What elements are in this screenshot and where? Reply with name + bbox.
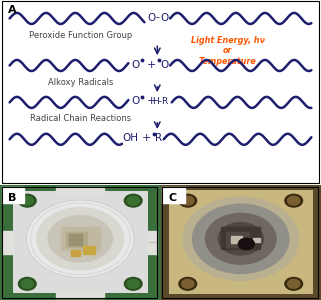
Circle shape (125, 278, 142, 290)
Text: C: C (169, 193, 177, 202)
Text: -: - (156, 13, 160, 22)
Text: H-R: H-R (152, 97, 169, 106)
Circle shape (285, 194, 302, 207)
Bar (2, 1, 319, 183)
Bar (13, 191, 148, 293)
Bar (3, 231, 13, 254)
Circle shape (205, 213, 276, 264)
Circle shape (127, 196, 139, 205)
Text: O: O (131, 60, 140, 70)
Text: Alkoxy Radicals: Alkoxy Radicals (48, 78, 113, 87)
Bar (61, 227, 100, 250)
Circle shape (183, 197, 299, 280)
Circle shape (179, 278, 196, 290)
Circle shape (27, 201, 133, 277)
Text: R: R (155, 134, 162, 143)
Text: +: + (147, 97, 156, 106)
Text: Radical Chain Reactions: Radical Chain Reactions (30, 114, 131, 123)
Bar (226, 232, 249, 247)
Circle shape (125, 194, 142, 207)
Bar (56, 187, 104, 194)
Circle shape (179, 194, 196, 207)
Circle shape (21, 279, 33, 288)
Text: O: O (147, 13, 156, 22)
Bar (148, 231, 157, 254)
Circle shape (238, 238, 255, 250)
Text: O: O (131, 97, 140, 106)
Circle shape (288, 196, 300, 205)
Text: B: B (8, 193, 16, 202)
Bar (71, 250, 80, 256)
Text: +: + (141, 134, 151, 143)
Bar (83, 246, 95, 254)
Circle shape (21, 196, 33, 205)
Text: A: A (8, 4, 17, 15)
Bar (2, 187, 24, 203)
Circle shape (19, 278, 36, 290)
Bar (162, 187, 185, 203)
Bar (56, 291, 104, 298)
Text: O: O (160, 13, 169, 22)
Bar (253, 238, 260, 242)
Bar (66, 232, 87, 247)
Bar (69, 234, 82, 244)
Text: Peroxide Function Group: Peroxide Function Group (29, 31, 132, 40)
Circle shape (48, 216, 112, 262)
Circle shape (218, 223, 263, 255)
Circle shape (37, 208, 124, 270)
Text: +: + (147, 60, 156, 70)
Circle shape (285, 278, 302, 290)
Bar (231, 236, 242, 243)
Circle shape (288, 279, 300, 288)
Text: Light Energy, hν
or
Temperature: Light Energy, hν or Temperature (191, 36, 265, 66)
Text: OH: OH (122, 134, 138, 143)
Circle shape (193, 204, 289, 273)
Circle shape (19, 194, 36, 207)
Bar (221, 227, 260, 249)
Circle shape (127, 279, 139, 288)
Text: O: O (161, 60, 169, 70)
Circle shape (182, 196, 194, 205)
Circle shape (182, 279, 194, 288)
